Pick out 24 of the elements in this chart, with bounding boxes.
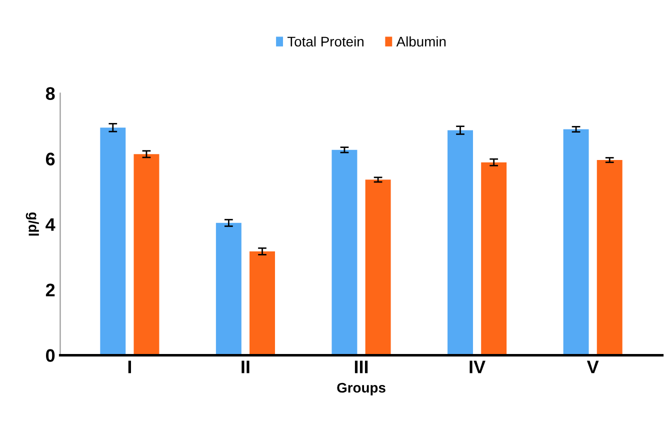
legend-label: Albumin	[396, 36, 446, 47]
bar	[216, 222, 242, 356]
x-tick-label: V	[586, 360, 599, 374]
bar	[134, 154, 160, 356]
y-tick-label: 4	[46, 218, 56, 231]
x-tick-label: II	[242, 360, 250, 374]
y-tick-label: 2	[46, 284, 55, 296]
bar	[250, 251, 275, 356]
bar	[100, 128, 126, 356]
bar	[563, 129, 589, 356]
legend-label: Total Protein	[287, 36, 364, 47]
x-tick-label: III	[354, 360, 368, 374]
bar	[365, 180, 391, 356]
bar	[448, 130, 473, 356]
bar	[596, 160, 622, 356]
y-axis-title: g/dl	[26, 212, 39, 236]
x-axis-title: Groups	[337, 382, 386, 396]
x-tick-label: I	[128, 360, 131, 374]
bar	[481, 162, 507, 356]
y-tick-label: 6	[46, 152, 55, 166]
x-tick-label: IV	[470, 360, 486, 374]
bar	[332, 150, 358, 356]
y-tick-label: 0	[46, 349, 55, 362]
y-tick-label: 8	[46, 87, 55, 100]
